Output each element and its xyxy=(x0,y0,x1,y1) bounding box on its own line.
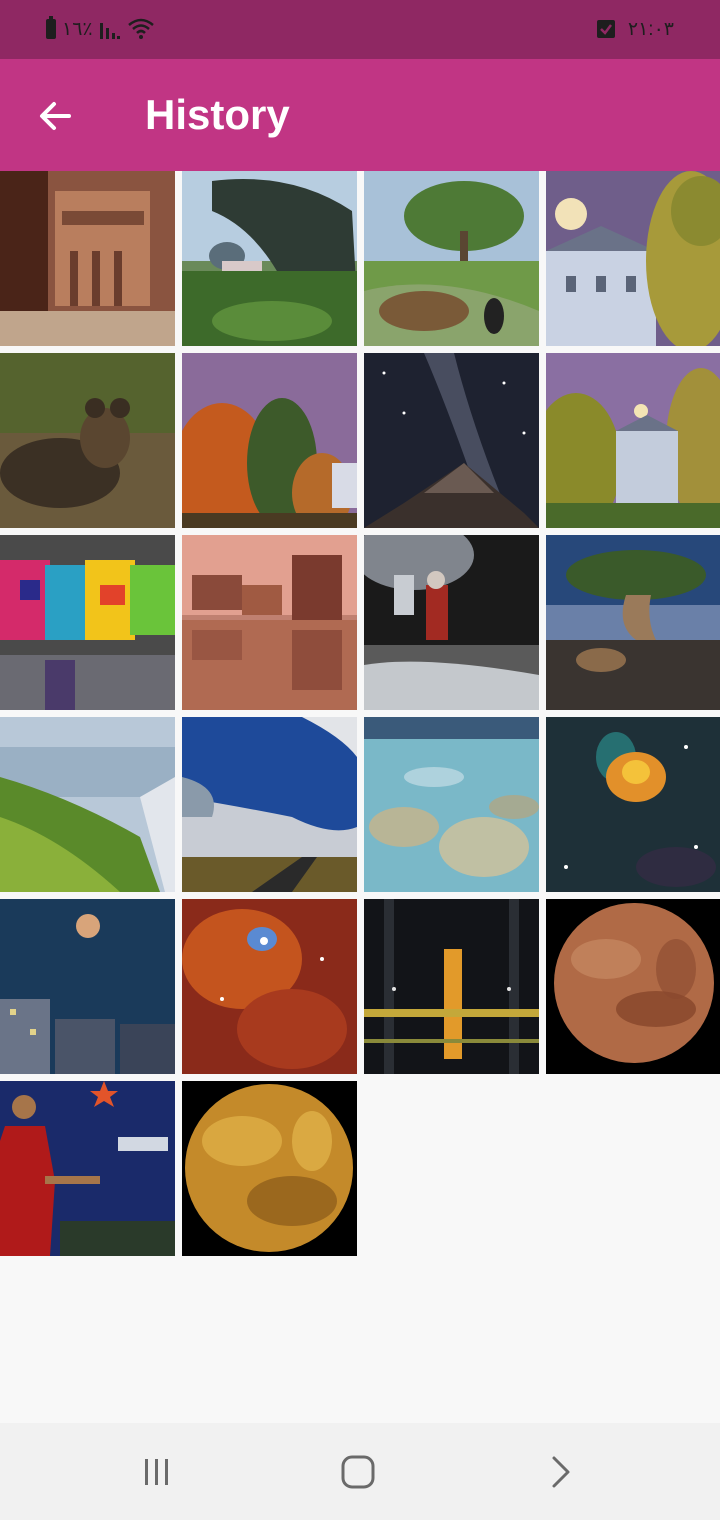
nav-back-button[interactable] xyxy=(535,1451,585,1493)
history-thumbnail-clouds-road[interactable] xyxy=(182,717,357,892)
history-thumbnail-venus[interactable] xyxy=(182,1081,357,1256)
history-thumbnail-farmers[interactable] xyxy=(182,171,357,346)
history-thumbnail-petra[interactable] xyxy=(0,171,175,346)
arrow-left-icon xyxy=(40,102,71,130)
chevron-right-icon xyxy=(552,1456,570,1488)
history-thumbnail-bristlecone[interactable] xyxy=(546,535,720,710)
back-button[interactable] xyxy=(26,87,84,145)
history-thumbnail-cosmic-cloud[interactable] xyxy=(182,899,357,1074)
page-title: History xyxy=(145,91,290,138)
app-bar: History xyxy=(0,59,720,171)
recents-button[interactable] xyxy=(132,1451,182,1493)
history-thumbnail-murals[interactable] xyxy=(0,535,175,710)
history-thumbnail-moonrise-house[interactable] xyxy=(546,353,720,528)
checkbox-notification-icon xyxy=(596,20,615,38)
history-thumbnail-clear-water[interactable] xyxy=(364,717,539,892)
status-time: ٢١:٠٣ xyxy=(627,18,674,40)
home-button[interactable] xyxy=(333,1451,383,1493)
history-thumbnail-autumn-trees[interactable] xyxy=(182,353,357,528)
history-thumbnail-mars[interactable] xyxy=(546,899,720,1074)
battery-percent: ٪١٦ xyxy=(62,18,93,40)
status-bar: ٪١٦ ٢١:٠٣ xyxy=(0,0,720,59)
system-nav-bar xyxy=(0,1423,720,1520)
home-icon xyxy=(341,1455,375,1489)
status-right: ٢١:٠٣ xyxy=(596,14,674,44)
status-left: ٪١٦ xyxy=(46,14,155,44)
history-thumbnail-astronaut[interactable] xyxy=(364,535,539,710)
history-thumbnail-woman-mural[interactable] xyxy=(0,1081,175,1256)
history-thumbnail-cadillac-ranch[interactable] xyxy=(182,535,357,710)
signal-icon xyxy=(99,23,120,39)
history-thumbnail-coastal-hills[interactable] xyxy=(0,717,175,892)
history-thumbnail-moon-house[interactable] xyxy=(546,171,720,346)
history-thumbnail-milky-way[interactable] xyxy=(364,353,539,528)
history-thumbnail-rocket-assembly[interactable] xyxy=(364,899,539,1074)
battery-icon xyxy=(46,16,56,39)
history-thumbnail-park[interactable] xyxy=(364,171,539,346)
recents-icon xyxy=(145,1459,168,1485)
history-thumbnail-nebula[interactable] xyxy=(546,717,720,892)
history-thumbnail-hyena[interactable] xyxy=(0,353,175,528)
history-thumbnail-moon-city[interactable] xyxy=(0,899,175,1074)
history-grid xyxy=(0,171,720,1256)
wifi-icon xyxy=(127,18,154,39)
